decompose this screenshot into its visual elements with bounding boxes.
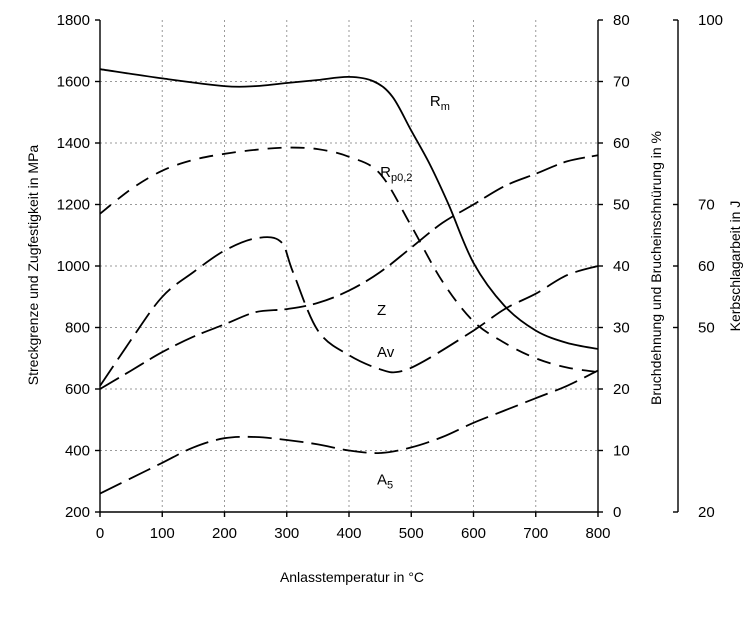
grid	[100, 20, 598, 512]
y-axis-right2-label: Kerbschlagarbeit in J	[727, 201, 743, 332]
y-right1-tick-label: 50	[613, 197, 630, 214]
series-line-a5	[99, 369, 599, 495]
y-right1-tick-label: 20	[613, 381, 630, 398]
y-right1-tick-label: 60	[613, 135, 630, 152]
x-axis-label: Anlasstemperatur in °C	[280, 569, 424, 585]
x-tick-label: 700	[523, 525, 548, 542]
y-left-tick-label: 1600	[57, 74, 90, 91]
axes	[95, 19, 679, 517]
y-right2-tick-label: 60	[698, 258, 715, 275]
y-right1-tick-label: 30	[613, 320, 630, 337]
y-axis-left-label: Streckgrenze und Zugfestigkeit in MPa	[25, 145, 41, 386]
y-left-tick-label: 200	[65, 504, 90, 521]
y-right2-tick-label: 70	[698, 197, 715, 214]
series-label-av: Av	[377, 344, 395, 361]
y-left-tick-label: 600	[65, 381, 90, 398]
series-line-z	[99, 154, 599, 390]
x-tick-label: 600	[461, 525, 486, 542]
y-left-tick-label: 400	[65, 443, 90, 460]
curves	[99, 68, 599, 495]
x-tick-label: 400	[336, 525, 361, 542]
y-left-tick-label: 1200	[57, 197, 90, 214]
series-label-rp0-2: Rp0,2	[380, 164, 412, 184]
y-right2-tick-label: 100	[698, 12, 723, 29]
tick-labels: 0 100 200 300 400 500 600 700 800200400600800100…	[57, 12, 723, 542]
y-left-tick-label: 1800	[57, 12, 90, 29]
x-tick-label: 300	[274, 525, 299, 542]
y-right2-tick-label: 20	[698, 504, 715, 521]
x-tick-label: 500	[399, 525, 424, 542]
series-labels: Rm Rp0,2 Z Av A5	[377, 93, 450, 491]
y-right1-tick-label: 40	[613, 258, 630, 275]
series-label-rm: Rm	[430, 93, 450, 113]
y-left-tick-label: 1000	[57, 258, 90, 275]
series-label-z: Z	[377, 302, 386, 319]
y-right1-tick-label: 70	[613, 74, 630, 91]
y-left-tick-label: 800	[65, 320, 90, 337]
series-line-rp0-2	[99, 146, 599, 373]
y-right1-tick-label: 10	[613, 443, 630, 460]
x-tick-label: 100	[150, 525, 175, 542]
x-tick-label: 0	[96, 525, 104, 542]
x-tick-label: 200	[212, 525, 237, 542]
y-axis-right1-label: Bruchdehnung und Brucheinschnürung in %	[648, 131, 664, 405]
x-tick-label: 800	[585, 525, 610, 542]
series-label-a5: A5	[377, 471, 393, 491]
series-line-rm	[99, 68, 599, 350]
series-line-av	[99, 236, 599, 387]
y-right1-tick-label: 80	[613, 12, 630, 29]
y-left-tick-label: 1400	[57, 135, 90, 152]
y-right1-tick-label: 0	[613, 504, 621, 521]
y-right2-tick-label: 50	[698, 320, 715, 337]
